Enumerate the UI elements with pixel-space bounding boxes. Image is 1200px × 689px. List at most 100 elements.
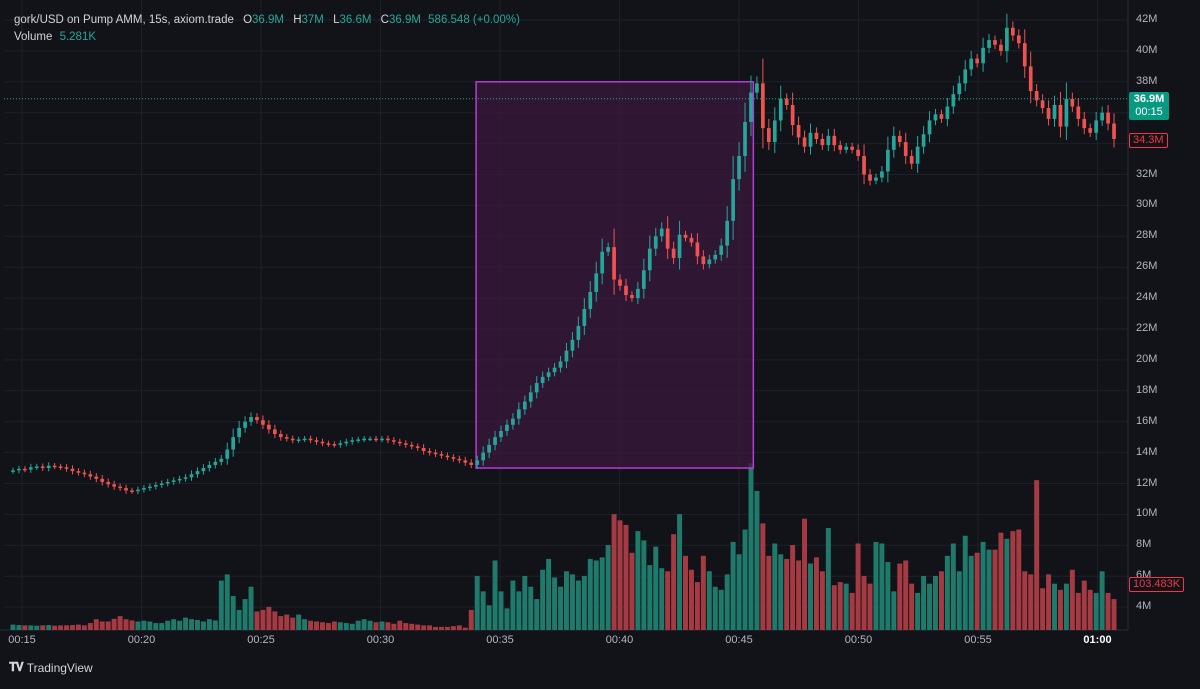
candle-body — [403, 443, 408, 445]
candle-body — [421, 447, 426, 452]
volume-bar — [534, 599, 540, 630]
volume-bar — [64, 625, 70, 630]
volume-bar — [1046, 574, 1052, 630]
volume-bar — [189, 619, 194, 630]
volume-bar — [22, 625, 28, 630]
candle-body — [909, 155, 914, 164]
candle-body — [808, 132, 813, 147]
symbol-title[interactable]: gork/USD on Pump AMM, 15s, axiom.trade — [14, 14, 234, 26]
price-tick-label: 42M — [1136, 13, 1158, 25]
volume-bar — [927, 583, 932, 630]
volume-bar — [331, 621, 337, 630]
volume-bar — [10, 624, 16, 630]
volume-bar — [129, 620, 135, 630]
volume-bar — [367, 620, 373, 630]
candle-body — [630, 295, 634, 299]
open-value: 36.9M — [252, 14, 284, 26]
volume-bar — [546, 558, 552, 630]
volume-bar — [1040, 588, 1046, 630]
volume-bar — [712, 586, 718, 630]
volume-bar — [260, 609, 266, 630]
volume-bar — [653, 546, 659, 630]
candle-body — [284, 437, 289, 439]
volume-bar — [730, 541, 736, 630]
candle-body — [612, 247, 616, 280]
volume-bar — [683, 555, 688, 630]
candle-body — [844, 146, 849, 150]
volume-label[interactable]: Volume — [14, 31, 53, 43]
candle-body — [850, 146, 854, 150]
high-value: 37M — [301, 14, 324, 26]
candle-body — [1011, 27, 1015, 36]
volume-bar — [105, 621, 111, 630]
candle-body — [755, 83, 759, 93]
candle-body — [171, 480, 176, 482]
volume-bar — [754, 490, 760, 630]
volume-bar — [873, 541, 879, 630]
volume-bar — [1057, 589, 1063, 630]
price-tick-label: 28M — [1136, 229, 1158, 242]
volume-bar — [159, 623, 165, 630]
volume-bar — [688, 569, 694, 630]
candle-body — [344, 441, 349, 444]
candle-body — [142, 488, 146, 490]
volume-bar — [40, 625, 46, 630]
candle-body — [314, 440, 319, 442]
volume-bar — [153, 623, 159, 630]
volume-bar — [700, 555, 706, 630]
volume-bar — [474, 575, 480, 630]
volume-bar — [980, 541, 986, 630]
candle-body — [296, 439, 301, 441]
volume-bar — [492, 560, 498, 630]
candle-body — [1016, 35, 1021, 44]
volume-bar — [742, 529, 748, 630]
volume-bar — [343, 623, 349, 630]
candle-body — [130, 490, 134, 492]
candle-body — [290, 438, 295, 441]
volume-bar — [177, 620, 183, 630]
candle-body — [517, 409, 521, 419]
price-tick-label: 40M — [1136, 43, 1158, 56]
candle-body — [743, 121, 747, 156]
candle-body — [195, 471, 200, 475]
tradingview-brand[interactable]: 𝐓𝐕 TradingView — [9, 660, 93, 675]
volume-bar — [296, 614, 302, 630]
price-tick-label: 8M — [1136, 538, 1152, 551]
volume-bar — [462, 627, 468, 630]
candle-body — [576, 325, 581, 340]
volume-bar — [766, 555, 772, 630]
candle-body — [183, 477, 188, 479]
candle-body — [148, 486, 152, 489]
volume-bar — [468, 609, 474, 630]
volume-bar — [885, 562, 891, 630]
candle-body — [766, 128, 771, 143]
candle-body — [987, 40, 991, 48]
candle-body — [1028, 66, 1033, 92]
candle-body — [499, 430, 503, 438]
volume-bar — [70, 625, 75, 630]
volume-bar — [99, 621, 105, 630]
volume-bar — [230, 596, 236, 630]
volume-bar — [617, 520, 623, 630]
candle-body — [481, 452, 485, 461]
time-tick-label: 00:25 — [247, 634, 275, 646]
volume-bar — [498, 591, 504, 630]
price-tick-label: 30M — [1136, 198, 1158, 211]
candle-body — [1064, 98, 1069, 127]
last-price-badge: 36.9M 00:15 — [1129, 92, 1169, 120]
candle-body — [558, 361, 563, 368]
candle-body — [1112, 123, 1116, 139]
volume-bar — [540, 569, 546, 630]
candle-body — [761, 83, 765, 129]
volume-bar — [34, 625, 40, 630]
volume-bar — [587, 558, 593, 630]
volume-bar — [796, 560, 802, 630]
volume-bar — [933, 575, 938, 630]
volume-bar — [1063, 583, 1069, 630]
volume-bar — [581, 575, 587, 630]
candle-body — [415, 446, 420, 448]
candle-body — [261, 420, 265, 425]
candle-body — [273, 429, 277, 435]
